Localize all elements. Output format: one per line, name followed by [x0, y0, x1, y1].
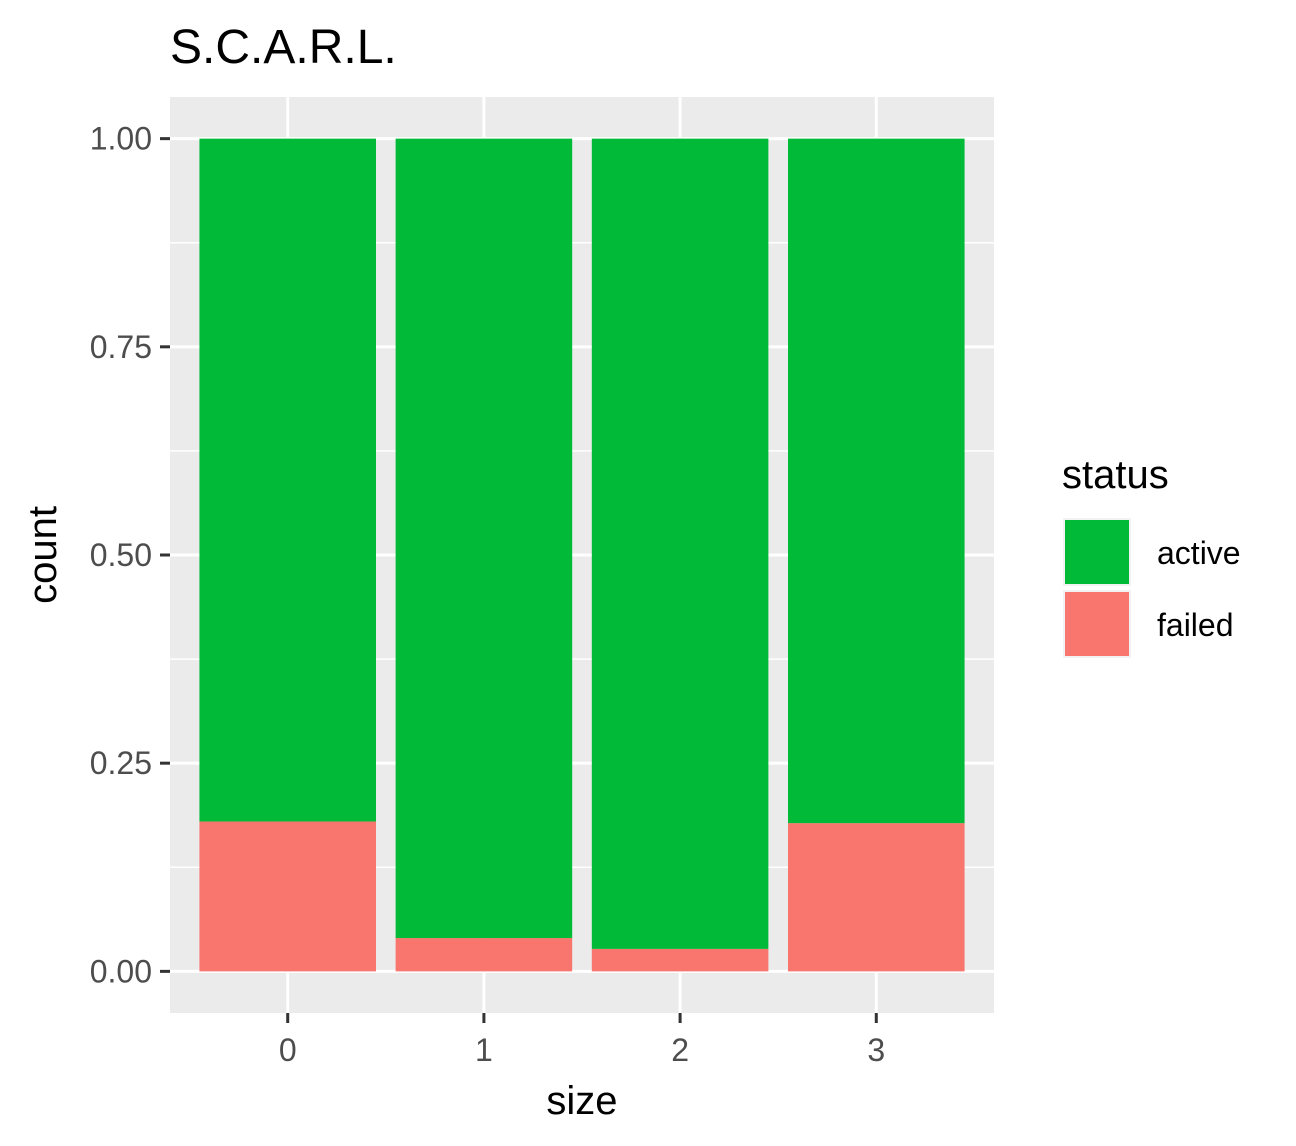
legend-label-failed: failed: [1157, 607, 1234, 643]
x-tick-label: 3: [867, 1032, 885, 1068]
x-tick-label: 1: [475, 1032, 493, 1068]
chart-title: S.C.A.R.L.: [170, 21, 397, 74]
bar-active-0: [199, 138, 376, 822]
bar-failed-2: [591, 948, 769, 972]
y-tick-label: 0.25: [90, 745, 152, 781]
y-tick-label: 0.75: [90, 329, 152, 365]
bar-failed-0: [199, 821, 376, 972]
bar-failed-1: [395, 938, 573, 972]
y-axis-title: count: [21, 506, 65, 604]
legend: status active failed: [1062, 453, 1241, 658]
bar-active-2: [591, 138, 769, 949]
legend-key-active: [1063, 518, 1131, 586]
x-axis-title: size: [546, 1079, 617, 1123]
legend-key-failed: [1063, 590, 1131, 658]
legend-title: status: [1062, 453, 1169, 497]
legend-label-active: active: [1157, 535, 1241, 571]
y-tick-label: 0.00: [90, 953, 152, 989]
x-axis: 0 1 2 3: [279, 1013, 885, 1068]
y-tick-label: 1.00: [90, 121, 152, 157]
bars: [199, 138, 965, 972]
y-tick-label: 0.50: [90, 537, 152, 573]
bar-active-1: [395, 138, 573, 939]
bar-active-3: [788, 138, 965, 824]
x-tick-label: 2: [671, 1032, 689, 1068]
y-axis: 0.00 0.25 0.50 0.75 1.00: [90, 121, 170, 989]
x-tick-label: 0: [279, 1032, 297, 1068]
bar-failed-3: [788, 823, 965, 972]
